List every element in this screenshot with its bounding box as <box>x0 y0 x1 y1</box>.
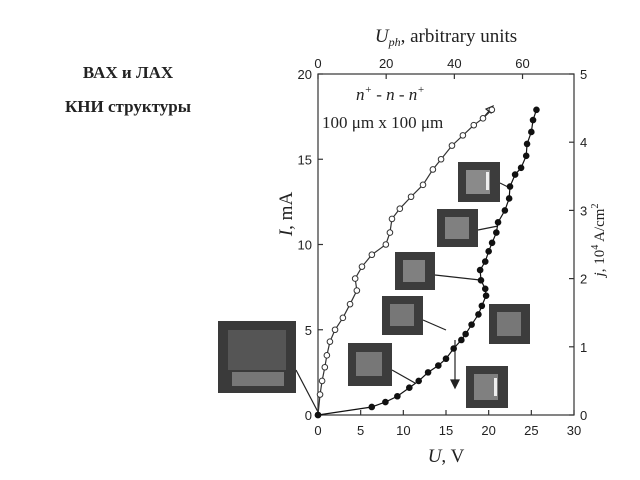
x2-tick-label: 60 <box>515 56 529 71</box>
data-point <box>488 106 496 114</box>
data-point <box>358 263 366 270</box>
data-point <box>482 292 490 299</box>
data-point <box>479 115 487 122</box>
data-point <box>450 345 457 352</box>
data-point <box>529 116 537 124</box>
data-point <box>323 352 331 359</box>
data-point <box>407 193 415 201</box>
data-point <box>382 241 390 248</box>
photo-insets <box>218 162 530 408</box>
data-point <box>501 207 509 214</box>
annotation: 100 μm x 100 μm <box>322 113 443 132</box>
data-point <box>488 239 496 247</box>
annotation: n+ - n - n+ <box>356 84 425 104</box>
data-point <box>424 369 432 376</box>
data-point <box>346 300 354 308</box>
data-point <box>331 326 339 334</box>
y-tick-label: 0 <box>305 408 312 423</box>
x-tick-label: 15 <box>439 423 453 438</box>
title-line: КНИ структуры <box>65 97 191 116</box>
data-point <box>382 398 389 406</box>
data-point <box>316 391 324 398</box>
y-tick-label: 20 <box>298 67 312 82</box>
y2-tick-label: 3 <box>580 203 587 218</box>
data-point <box>448 142 456 149</box>
data-point <box>511 171 519 178</box>
y2-tick-label: 0 <box>580 408 587 423</box>
data-point <box>394 392 401 400</box>
data-point <box>493 229 500 236</box>
data-point <box>477 277 485 284</box>
y2-tick-label: 4 <box>580 135 587 150</box>
data-point <box>406 384 413 392</box>
data-point <box>458 336 465 344</box>
data-point <box>505 195 513 202</box>
data-point <box>442 355 450 363</box>
y-tick-label: 15 <box>298 152 312 167</box>
series-line <box>317 109 538 416</box>
data-point <box>470 121 478 129</box>
x-tick-label: 20 <box>481 423 495 438</box>
data-point <box>396 205 404 212</box>
data-point <box>494 219 502 226</box>
data-point <box>368 403 376 411</box>
y-axis-label: I, mA <box>276 192 297 238</box>
y2-tick-label: 1 <box>580 340 587 355</box>
data-point <box>522 152 530 160</box>
x-tick-label: 5 <box>357 423 364 438</box>
x-tick-label: 0 <box>314 423 321 438</box>
data-point <box>459 132 467 139</box>
data-point <box>321 363 329 371</box>
y2-tick-label: 2 <box>580 272 587 287</box>
data-point <box>368 251 376 259</box>
data-point <box>481 285 489 293</box>
data-point <box>388 215 396 223</box>
data-point <box>506 183 514 190</box>
data-point <box>429 166 437 173</box>
data-point <box>339 314 347 322</box>
data-point <box>435 362 442 369</box>
title-line: ВАХ и ЛАХ <box>83 63 174 82</box>
x2-tick-label: 0 <box>314 56 321 71</box>
data-point <box>485 248 492 255</box>
data-point <box>326 338 334 345</box>
x2-tick-label: 20 <box>379 56 393 71</box>
data-point <box>468 321 475 328</box>
data-point <box>478 302 486 310</box>
y-tick-label: 5 <box>305 323 312 338</box>
data-point <box>523 140 531 148</box>
data-point <box>314 411 322 419</box>
data-point <box>386 229 394 236</box>
data-point <box>476 266 484 274</box>
data-point <box>419 181 427 189</box>
data-point <box>437 155 445 163</box>
x2-axis-label: Uph, arbitrary units <box>375 26 517 49</box>
data-point <box>533 106 540 114</box>
x2-tick-label: 40 <box>447 56 461 71</box>
data-point <box>415 377 422 385</box>
data-point <box>318 377 326 385</box>
x-tick-label: 25 <box>524 423 538 438</box>
x-tick-label: 30 <box>567 423 581 438</box>
data-point <box>462 330 469 338</box>
data-point <box>528 128 535 136</box>
x-axis-label: U, V <box>428 446 465 467</box>
y2-axis-label: j, 104 A/cm2 <box>590 204 608 279</box>
x-tick-label: 10 <box>396 423 410 438</box>
data-point <box>517 164 525 172</box>
y-tick-label: 10 <box>298 238 312 253</box>
data-point <box>475 311 482 318</box>
data-point <box>353 287 361 294</box>
y2-tick-label: 5 <box>580 67 587 82</box>
data-point <box>481 258 489 265</box>
data-point <box>351 275 359 282</box>
